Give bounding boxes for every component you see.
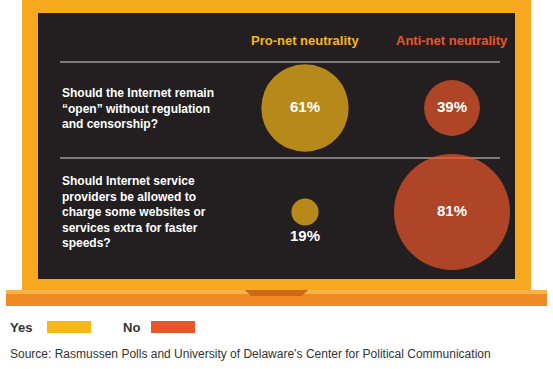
svg-text:Should Internet serviceprovide: Should Internet serviceproviders be allo… [62,174,206,250]
svg-text:Anti-net neutrality: Anti-net neutrality [396,33,508,48]
svg-text:Pro-net neutrality: Pro-net neutrality [251,33,359,48]
svg-text:No: No [123,320,140,335]
svg-text:19%: 19% [290,227,320,244]
svg-text:39%: 39% [437,98,467,115]
svg-text:Yes: Yes [10,320,32,335]
svg-text:Source: Rasmussen Polls and Un: Source: Rasmussen Polls and University o… [10,347,491,361]
svg-text:61%: 61% [290,98,320,115]
svg-text:81%: 81% [437,202,467,219]
svg-text:Should the Internet remain“ope: Should the Internet remain“open” without… [62,86,214,131]
